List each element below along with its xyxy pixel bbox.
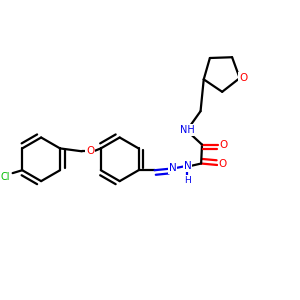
Text: O: O [239, 73, 247, 83]
Text: O: O [219, 159, 227, 170]
Text: N: N [184, 161, 191, 171]
Text: N: N [169, 163, 176, 173]
Text: H: H [184, 176, 191, 185]
Text: O: O [220, 140, 228, 150]
Text: O: O [86, 146, 94, 156]
Text: NH: NH [179, 125, 194, 135]
Text: Cl: Cl [0, 172, 10, 182]
